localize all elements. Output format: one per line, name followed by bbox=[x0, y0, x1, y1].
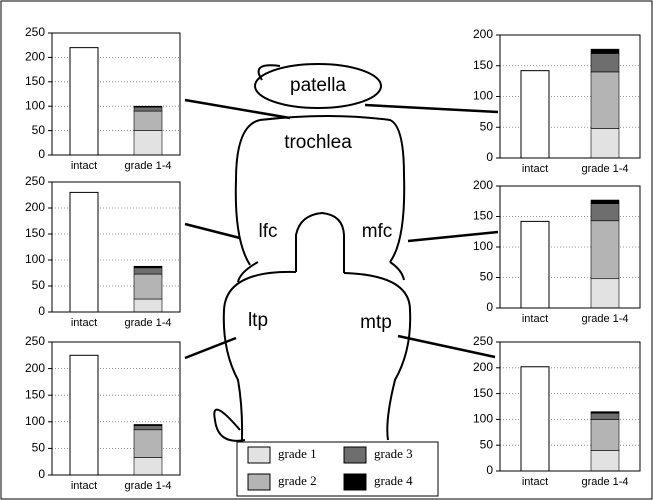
y-tick-label: 150 bbox=[25, 226, 45, 240]
y-tick-label: 200 bbox=[473, 27, 493, 41]
x-tick-label: grade 1-4 bbox=[124, 480, 171, 492]
y-tick-label: 0 bbox=[38, 467, 45, 481]
y-tick-label: 200 bbox=[25, 361, 45, 375]
bar-segment bbox=[591, 419, 619, 450]
bar-segment bbox=[134, 111, 162, 131]
y-tick-label: 250 bbox=[25, 174, 45, 188]
bar-segment bbox=[591, 49, 619, 53]
bar bbox=[70, 192, 98, 312]
y-tick-label: 150 bbox=[473, 209, 493, 223]
x-tick-label: grade 1-4 bbox=[124, 160, 171, 172]
legend-label: grade 2 bbox=[278, 473, 317, 488]
bar bbox=[521, 367, 549, 471]
region-label: ltp bbox=[248, 310, 268, 331]
y-tick-label: 100 bbox=[473, 239, 493, 253]
y-tick-label: 50 bbox=[32, 441, 46, 455]
bar-segment bbox=[591, 53, 619, 71]
y-tick-label: 100 bbox=[25, 414, 45, 428]
bar-segment bbox=[591, 72, 619, 129]
x-tick-label: grade 1-4 bbox=[581, 163, 628, 175]
y-tick-label: 250 bbox=[473, 334, 493, 348]
y-tick-label: 100 bbox=[25, 98, 45, 112]
x-tick-label: intact bbox=[71, 160, 97, 172]
bar-segment bbox=[134, 131, 162, 155]
y-tick-label: 0 bbox=[486, 463, 493, 477]
legend-swatch bbox=[248, 474, 270, 490]
legend-swatch bbox=[248, 447, 270, 463]
bar-segment bbox=[591, 412, 619, 414]
x-tick-label: intact bbox=[71, 317, 97, 329]
bar-segment bbox=[134, 268, 162, 274]
bar-segment bbox=[591, 128, 619, 158]
region-label: mfc bbox=[362, 221, 393, 242]
x-tick-label: intact bbox=[522, 313, 548, 325]
legend-label: grade 1 bbox=[278, 446, 317, 461]
y-tick-label: 50 bbox=[480, 270, 494, 284]
bar-segment bbox=[134, 457, 162, 475]
bar-segment bbox=[134, 430, 162, 458]
legend-swatch bbox=[344, 474, 366, 490]
region-label: trochlea bbox=[284, 132, 352, 153]
y-tick-label: 200 bbox=[473, 360, 493, 374]
y-tick-label: 100 bbox=[25, 252, 45, 266]
region-label: mtp bbox=[360, 312, 392, 333]
y-tick-label: 50 bbox=[480, 119, 494, 133]
bar-segment bbox=[134, 426, 162, 430]
region-label: lfc bbox=[259, 221, 278, 242]
y-tick-label: 0 bbox=[38, 304, 45, 318]
bar-segment bbox=[134, 274, 162, 299]
y-tick-label: 100 bbox=[473, 89, 493, 103]
y-tick-label: 150 bbox=[25, 387, 45, 401]
bar-segment bbox=[591, 450, 619, 471]
bar-segment bbox=[591, 204, 619, 221]
bar-segment bbox=[591, 413, 619, 419]
y-tick-label: 0 bbox=[486, 150, 493, 164]
bar bbox=[70, 355, 98, 475]
y-tick-label: 200 bbox=[473, 178, 493, 192]
bar-segment bbox=[134, 107, 162, 111]
x-tick-label: grade 1-4 bbox=[581, 476, 628, 488]
y-tick-label: 50 bbox=[480, 437, 494, 451]
figure: patella trochlea lfc mfc ltp mtp grade 1… bbox=[0, 0, 653, 500]
legend-label: grade 3 bbox=[374, 446, 413, 461]
y-tick-label: 200 bbox=[25, 50, 45, 64]
bar-segment bbox=[591, 279, 619, 308]
x-tick-label: grade 1-4 bbox=[581, 313, 628, 325]
x-tick-label: intact bbox=[71, 480, 97, 492]
y-tick-label: 0 bbox=[38, 147, 45, 161]
y-tick-label: 50 bbox=[32, 123, 46, 137]
y-tick-label: 150 bbox=[473, 386, 493, 400]
x-tick-label: intact bbox=[522, 163, 548, 175]
bar-segment bbox=[134, 266, 162, 268]
bar bbox=[70, 48, 98, 155]
y-tick-label: 50 bbox=[32, 278, 46, 292]
y-tick-label: 0 bbox=[486, 300, 493, 314]
bar bbox=[521, 221, 549, 308]
y-tick-label: 200 bbox=[25, 200, 45, 214]
legend: grade 1 grade 2 grade 3 grade 4 bbox=[237, 442, 438, 496]
bar-segment bbox=[134, 424, 162, 425]
legend-swatch bbox=[344, 447, 366, 463]
y-tick-label: 150 bbox=[473, 58, 493, 72]
legend-label: grade 4 bbox=[374, 473, 413, 488]
y-tick-label: 100 bbox=[473, 412, 493, 426]
bar-segment bbox=[591, 221, 619, 279]
x-tick-label: grade 1-4 bbox=[124, 317, 171, 329]
bar-segment bbox=[134, 106, 162, 107]
bar-segment bbox=[591, 200, 619, 204]
bar-segment bbox=[134, 299, 162, 312]
bar bbox=[521, 71, 549, 158]
y-tick-label: 250 bbox=[25, 334, 45, 348]
y-tick-label: 250 bbox=[25, 25, 45, 39]
x-tick-label: intact bbox=[522, 476, 548, 488]
y-tick-label: 150 bbox=[25, 74, 45, 88]
region-label: patella bbox=[290, 75, 346, 96]
